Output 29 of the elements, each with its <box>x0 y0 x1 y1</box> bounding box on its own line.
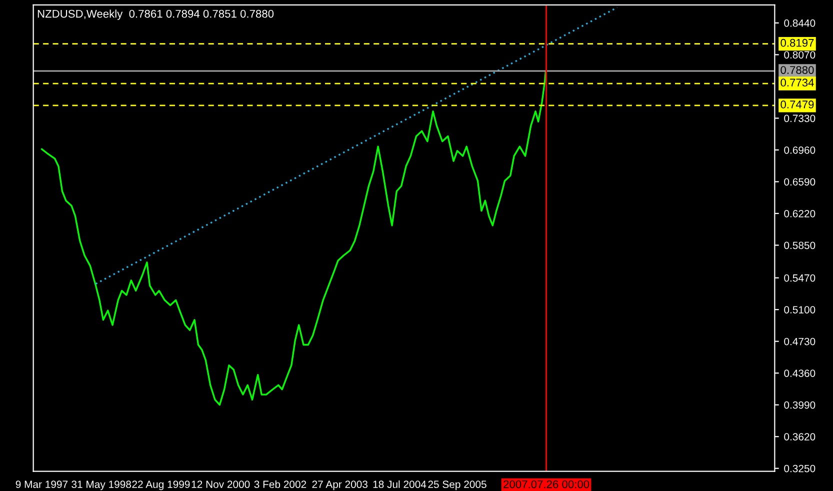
y-tick-label: 0.3250 <box>784 464 816 472</box>
x-tick-label: 12 Nov 2000 <box>192 480 250 488</box>
y-tick-label: 0.8070 <box>784 51 816 59</box>
y-tick-label: 0.5470 <box>784 274 816 282</box>
x-tick-label: 3 Feb 2002 <box>254 480 306 488</box>
y-tick-label: 0.4730 <box>784 338 816 346</box>
y-tick-label: 0.6960 <box>784 146 816 154</box>
y-tick-label: 0.5100 <box>784 306 816 314</box>
line-series <box>40 70 547 406</box>
x-tick-label: 9 Mar 1997 <box>16 480 68 488</box>
y-tick-label: 0.4360 <box>784 370 816 377</box>
ref-line-label: 0.8197 <box>780 38 814 47</box>
y-tick-label: 0.6220 <box>784 210 816 218</box>
ref-line-label: 0.7880 <box>780 66 814 74</box>
y-tick-label: 0.7330 <box>784 114 816 122</box>
x-tick-label: 31 May 1998 <box>72 480 131 490</box>
x-tick-label: 25 Sep 2005 <box>428 480 486 490</box>
x-tick-label: 18 Jul 2004 <box>373 480 426 488</box>
x-tick-label: 22 Aug 1999 <box>132 480 190 490</box>
chart-title: NZDUSD,Weekly 0.7861 0.7894 0.7851 0.7880 <box>38 10 274 20</box>
x-tick-label: 27 Apr 2003 <box>312 480 368 490</box>
y-tick-label: 0.3990 <box>784 401 816 409</box>
y-tick-label: 0.5850 <box>784 242 816 250</box>
y-tick-label: 0.3620 <box>784 433 816 440</box>
ref-line-label: 0.7479 <box>780 100 814 108</box>
y-tick-label: 0.6590 <box>784 178 816 186</box>
y-tick-label: 0.8440 <box>784 19 816 27</box>
ref-line-label: 0.7734 <box>780 78 814 87</box>
ref-line-label: 2007.07.26 00:00 <box>504 480 590 488</box>
